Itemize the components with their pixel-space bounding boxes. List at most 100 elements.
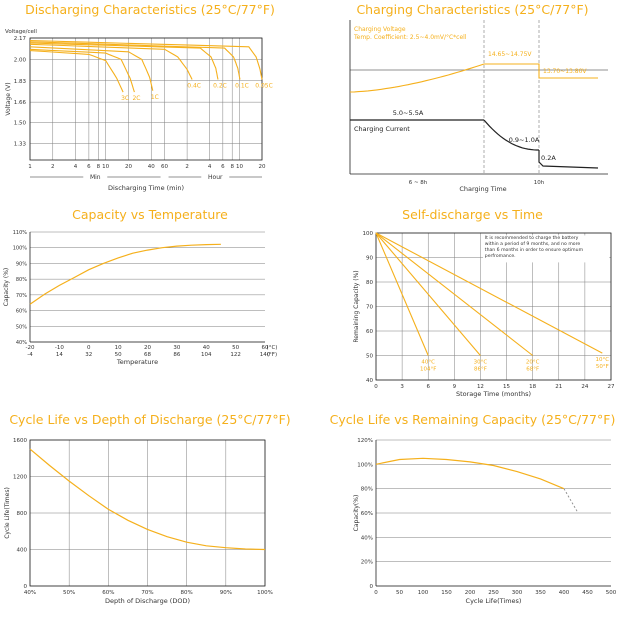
dod-xtick: 50% bbox=[63, 590, 75, 596]
discharge-hour-label: Hour bbox=[208, 174, 223, 181]
discharge-xtick: 6 bbox=[87, 164, 91, 170]
dod-curve bbox=[29, 448, 266, 551]
cyc-ytick: 40% bbox=[361, 535, 373, 541]
self-series-label-c: 10°C bbox=[595, 357, 609, 363]
dod-ytick: 400 bbox=[17, 548, 28, 554]
charge-voltage-flat bbox=[484, 63, 598, 79]
self-plot-frame bbox=[375, 232, 612, 381]
discharge-series-line bbox=[29, 48, 135, 93]
discharge-xtick: 2 bbox=[185, 164, 189, 170]
discharge-xtick: 20 bbox=[125, 164, 132, 170]
discharge-chart: 2.172.001.831.661.501.331 2 4 6 8 10 20 40 60 2 4 6… bbox=[5, 29, 273, 192]
self-xlabel: Storage Time (months) bbox=[456, 390, 531, 398]
self-xtick: 0 bbox=[374, 384, 378, 390]
self-series-line bbox=[375, 232, 481, 356]
cap-ylabel: Capacity (%) bbox=[3, 268, 10, 307]
discharge-xtick: 60 bbox=[161, 164, 168, 170]
cycle-capacity-title: Cycle Life vs Remaining Capacity (25°C/7… bbox=[329, 412, 616, 427]
cap-xtick-c: 50 bbox=[232, 345, 239, 351]
cyc-xtick: 250 bbox=[488, 590, 499, 596]
cycle-dod-title: Cycle Life vs Depth of Discharge (25°C/7… bbox=[9, 412, 291, 427]
cap-ytick: 60% bbox=[16, 309, 27, 315]
cyc-ytick: 20% bbox=[361, 560, 373, 566]
self-ytick: 40 bbox=[366, 378, 373, 384]
discharge-xlabel: Discharging Time (min) bbox=[108, 184, 184, 192]
self-ytick: 50 bbox=[366, 354, 373, 360]
dod-ytick: 1600 bbox=[13, 438, 27, 444]
dod-ytick: 1200 bbox=[13, 475, 27, 481]
discharge-ytitle: Voltage/cell bbox=[5, 29, 37, 35]
charge-xlabel: Charging Time bbox=[459, 185, 506, 193]
dod-ytick: 0 bbox=[24, 584, 28, 590]
self-xtick: 24 bbox=[581, 384, 588, 390]
charge-voltage-curve bbox=[349, 63, 485, 93]
dod-xtick: 80% bbox=[181, 590, 193, 596]
charge-label-09: 0.9~1.0A bbox=[509, 136, 540, 144]
self-series-label-f: 86°F bbox=[474, 367, 487, 373]
cap-xtick-f: 50 bbox=[115, 352, 122, 358]
charge-voltage-coef: Temp. Coefficient: 2.5~4.0mV/°C*cell bbox=[353, 34, 467, 41]
self-note: It is recommended to charge the battery w… bbox=[485, 235, 584, 259]
self-xtick: 18 bbox=[529, 384, 536, 390]
cyc-xtick: 350 bbox=[535, 590, 546, 596]
charge-label-current: 5.0~5.5A bbox=[393, 109, 424, 117]
self-ytick: 70 bbox=[366, 305, 373, 311]
cap-xtick-f: -4 bbox=[27, 352, 33, 358]
self-series-line bbox=[375, 232, 429, 356]
self-xtick: 27 bbox=[608, 384, 615, 390]
self-ytick: 100 bbox=[363, 231, 374, 237]
discharge-series-label: 1C bbox=[151, 94, 159, 101]
cyc-xtick: 400 bbox=[559, 590, 570, 596]
discharge-xtick: 8 bbox=[230, 164, 234, 170]
cap-xtick-c: 10 bbox=[115, 345, 122, 351]
cap-unit-f: (°F) bbox=[267, 352, 277, 358]
self-discharge-chart: 100 90 80 70 60 50 400 3 6 9 12 15 18 21 24 27 Remaining… bbox=[353, 231, 615, 398]
discharge-series-line bbox=[29, 41, 241, 80]
dod-ylabel: Cycle Life(Times) bbox=[4, 487, 11, 539]
discharge-series-line bbox=[29, 50, 124, 93]
cap-xtick-f: 14 bbox=[56, 352, 63, 358]
cap-curve bbox=[29, 243, 221, 305]
cyc-xtick: 500 bbox=[606, 590, 617, 596]
cap-xtick-f: 140 bbox=[260, 352, 271, 358]
charge-xtick-1: 6 ~ 8h bbox=[409, 180, 428, 186]
charge-label-current-name: Charging Current bbox=[354, 125, 410, 133]
cap-ytick: 90% bbox=[16, 261, 27, 267]
cap-xtick-c: 20 bbox=[144, 345, 151, 351]
cyc-curve bbox=[375, 457, 565, 490]
cap-xtick-f: 68 bbox=[144, 352, 151, 358]
cyc-ylabel: Capacity(%) bbox=[353, 495, 360, 532]
cap-xtick-f: 32 bbox=[85, 352, 92, 358]
discharge-series-label: 2C bbox=[132, 95, 140, 102]
discharge-series-line bbox=[29, 39, 263, 80]
cycle-dod-panel: Cycle Life vs Depth of Discharge (25°C/7… bbox=[0, 410, 300, 622]
cyc-xlabel: Cycle Life(Times) bbox=[466, 597, 522, 605]
discharge-ytick: 2.00 bbox=[14, 57, 27, 63]
self-xtick: 3 bbox=[400, 384, 404, 390]
cap-xlabel: Temperature bbox=[116, 358, 158, 366]
cap-xtick-c: -10 bbox=[55, 345, 64, 351]
discharge-ytick: 1.66 bbox=[14, 100, 27, 106]
discharge-series-label: 0.05C bbox=[255, 83, 273, 90]
discharge-plot-frame bbox=[29, 37, 263, 161]
self-series-label-c: 30°C bbox=[474, 360, 488, 366]
self-xtick: 9 bbox=[453, 384, 457, 390]
dod-xlabel: Depth of Discharge (DOD) bbox=[105, 597, 190, 605]
discharge-xtick: 1 bbox=[28, 164, 32, 170]
cap-unit-c: (°C) bbox=[267, 345, 278, 351]
cyc-ytick: 60% bbox=[361, 511, 373, 517]
cap-ytick: 110% bbox=[13, 230, 28, 236]
dod-ytick: 800 bbox=[17, 511, 28, 517]
charge-title: Charging Characteristics (25°C/77°F) bbox=[356, 2, 589, 17]
cyc-ytick: 0 bbox=[370, 584, 374, 590]
discharge-xtick: 2 bbox=[51, 164, 55, 170]
cyc-dashed-curve bbox=[563, 488, 579, 514]
dod-xtick: 70% bbox=[141, 590, 153, 596]
charge-current-tail bbox=[538, 150, 599, 169]
self-series-label-c: 20°C bbox=[526, 360, 540, 366]
self-note-bg bbox=[483, 235, 610, 263]
discharge-series-line bbox=[29, 43, 193, 80]
charge-xtick-2: 10h bbox=[534, 180, 545, 186]
discharge-series-line bbox=[29, 42, 219, 80]
